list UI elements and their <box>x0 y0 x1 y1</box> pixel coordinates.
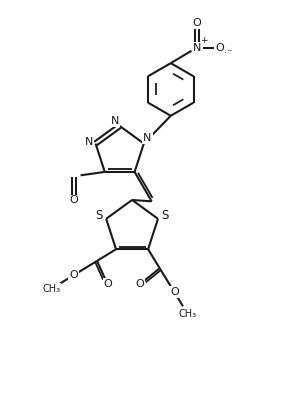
Text: CH₃: CH₃ <box>178 309 197 319</box>
Text: O: O <box>193 18 201 28</box>
Text: S: S <box>96 209 103 222</box>
Text: S: S <box>161 209 168 222</box>
Text: O: O <box>69 195 78 205</box>
Text: CH₃: CH₃ <box>43 284 61 294</box>
Text: N: N <box>193 43 201 53</box>
Text: N: N <box>111 116 119 126</box>
Text: O: O <box>170 287 179 297</box>
Text: O: O <box>135 279 144 288</box>
Text: ‧⁻: ‧⁻ <box>224 48 232 58</box>
Text: O: O <box>69 271 78 280</box>
Text: N: N <box>143 133 152 143</box>
Text: O: O <box>215 43 224 53</box>
Text: N: N <box>85 137 93 147</box>
Text: +: + <box>200 36 208 45</box>
Text: O: O <box>104 279 112 289</box>
